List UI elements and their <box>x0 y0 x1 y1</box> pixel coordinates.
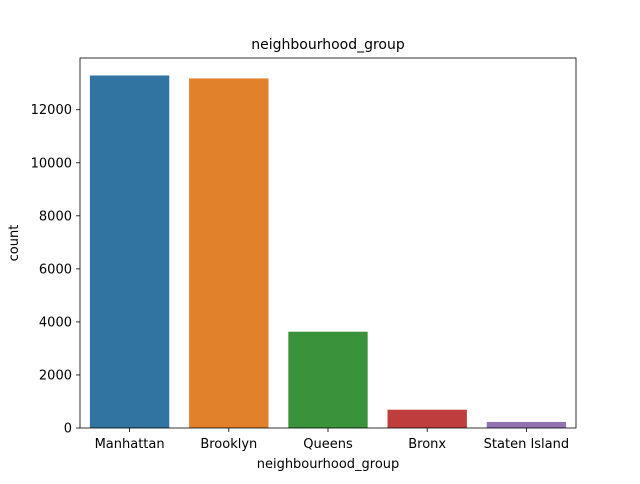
bars-layer <box>89 75 567 429</box>
x-tick-label-manhattan: Manhattan <box>95 437 165 452</box>
x-tick-label-queens: Queens <box>303 437 353 452</box>
y-tick-label-8000: 8000 <box>39 209 72 224</box>
y-tick-label-12000: 12000 <box>31 103 72 118</box>
y-tick-label-0: 0 <box>64 422 72 437</box>
bar-staten-island <box>486 421 567 428</box>
x-axis-label: neighbourhood_group <box>257 457 400 472</box>
y-axis-label: count <box>7 225 22 262</box>
y-tick-label-4000: 4000 <box>39 315 72 330</box>
bar-bronx <box>387 409 467 428</box>
bar-brooklyn <box>189 78 269 428</box>
y-tick-label-6000: 6000 <box>39 262 72 277</box>
bar-manhattan <box>89 75 170 429</box>
x-ticks: Manhattan Brooklyn Queens Bronx Staten Islan… <box>95 428 569 452</box>
y-ticks: 0 2000 4000 6000 8000 10000 12000 <box>31 103 80 437</box>
chart-title: neighbourhood_group <box>251 37 405 53</box>
y-tick-label-10000: 10000 <box>31 156 72 171</box>
y-tick-label-2000: 2000 <box>39 368 72 383</box>
x-tick-label-brooklyn: Brooklyn <box>200 437 257 452</box>
x-tick-label-staten-island: Staten Island <box>484 437 569 452</box>
bar-queens <box>288 331 368 428</box>
x-tick-label-bronx: Bronx <box>408 437 446 452</box>
